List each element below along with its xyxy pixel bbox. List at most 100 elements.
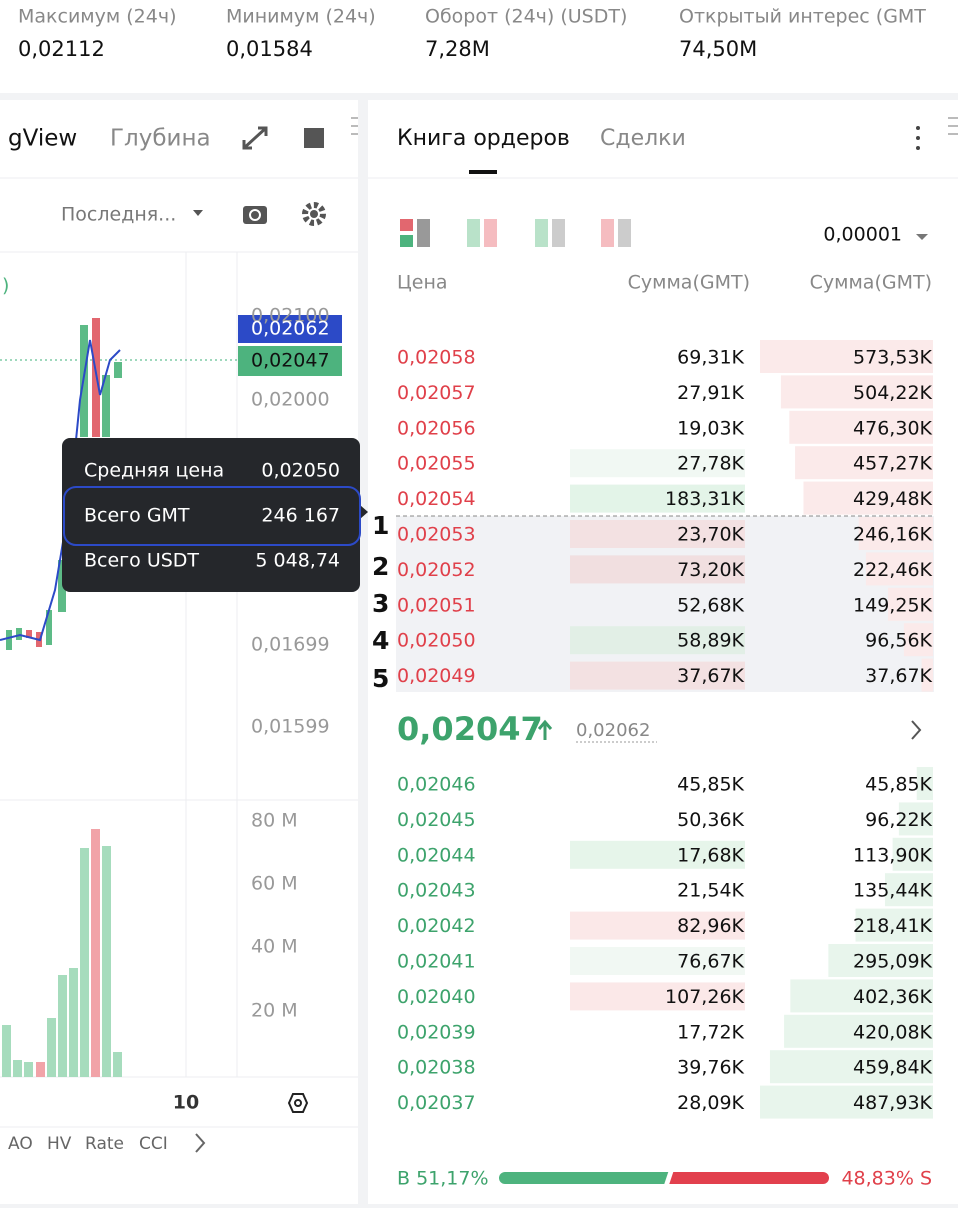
stat-value: 0,02112 xyxy=(18,37,105,61)
volume-axis-label: 60 M xyxy=(251,873,298,895)
volume-axis-label: 40 M xyxy=(251,936,298,958)
depth-bar xyxy=(887,587,933,621)
depth-bar xyxy=(892,837,933,871)
total: 45,85K xyxy=(865,774,932,796)
depth-bar xyxy=(921,658,933,692)
tab: Книга ордеров xyxy=(397,126,570,151)
mark-price: 0,02062 xyxy=(576,720,650,741)
amount: 39,76K xyxy=(677,1057,744,1079)
total: 295,09K xyxy=(853,951,932,973)
amount: 23,70K xyxy=(677,524,744,546)
indicator[interactable]: AO xyxy=(8,1134,33,1154)
depth-bar xyxy=(760,1085,933,1119)
price: 0,02052 xyxy=(397,559,476,581)
annotation: 1 xyxy=(372,511,389,540)
amount: 28,09K xyxy=(677,1092,744,1114)
flash-bar xyxy=(570,661,745,690)
column-header: Цена xyxy=(397,272,448,294)
flash-bar xyxy=(570,840,745,869)
price: 0,02046 xyxy=(397,774,476,796)
tooltip-label: Всего USDT xyxy=(84,550,199,572)
amount: 17,68K xyxy=(677,844,744,866)
depth-bar xyxy=(784,1014,933,1048)
price-tag-high-bg xyxy=(238,315,342,343)
tab: gView xyxy=(8,126,77,152)
price: 0,02045 xyxy=(397,809,476,831)
amount: 21,54K xyxy=(677,880,744,902)
volume-axis-label: 80 M xyxy=(251,810,298,832)
amount: 58,89K xyxy=(677,630,744,652)
price: 0,02057 xyxy=(397,382,476,404)
total: 218,41K xyxy=(853,915,932,937)
total: 402,36K xyxy=(853,986,932,1008)
stat-value: 74,50M xyxy=(679,37,757,61)
amount: 50,36K xyxy=(677,809,744,831)
price: 0,02049 xyxy=(397,665,476,687)
depth-bar xyxy=(903,623,933,657)
indicator[interactable]: CCI xyxy=(139,1134,168,1154)
price: 0,02051 xyxy=(397,594,476,616)
total: 429,48K xyxy=(853,488,932,510)
price: 0,02042 xyxy=(397,915,476,937)
total: 113,90K xyxy=(853,844,932,866)
price: 0,02038 xyxy=(397,1057,476,1079)
annotation: 2 xyxy=(372,552,389,581)
stat-label: Минимум (24ч) xyxy=(226,6,376,28)
depth-bar xyxy=(790,979,933,1013)
price-axis-label: 0,02000 xyxy=(251,389,330,411)
tooltip-label: Всего GMT xyxy=(84,505,190,527)
tooltip-label: Средняя цена xyxy=(84,460,224,482)
depth-bar xyxy=(828,944,933,977)
stats-bar xyxy=(0,0,958,93)
annotation: 4 xyxy=(372,626,389,655)
price-tag-last: 0,02047 xyxy=(251,350,330,372)
price: 0,02055 xyxy=(397,453,476,475)
tab-underline xyxy=(469,170,497,174)
total: 96,56K xyxy=(865,630,932,652)
view-icons xyxy=(400,219,631,247)
depth-bar xyxy=(855,908,933,942)
stat-value: 7,28M xyxy=(425,37,490,61)
amount: 19,03K xyxy=(677,417,744,439)
tab[interactable]: Сделки xyxy=(600,126,686,151)
tooltip-value: 246 167 xyxy=(261,505,340,527)
depth-bar xyxy=(898,802,933,836)
tab[interactable]: Глубина xyxy=(110,126,211,152)
flash-bar xyxy=(570,626,745,655)
depth-bar xyxy=(760,340,933,373)
amount: 73,20K xyxy=(677,559,744,581)
total: 476,30K xyxy=(853,417,932,439)
icons xyxy=(193,117,958,1153)
price: 0,02056 xyxy=(397,417,476,439)
stat-label: Открытый интерес (GMT xyxy=(679,6,926,28)
depth-bar xyxy=(769,1050,933,1084)
amount: 82,96K xyxy=(677,915,744,937)
flash-bar xyxy=(570,911,745,940)
total: 246,16K xyxy=(853,524,932,546)
total: 459,84K xyxy=(853,1057,932,1079)
price-type-select: Последня... xyxy=(61,204,176,226)
price: 0,02040 xyxy=(397,986,476,1008)
amount: 52,68K xyxy=(677,594,744,616)
price: 0,02054 xyxy=(397,488,476,510)
annotation: 3 xyxy=(372,589,389,618)
sell-ratio-bar xyxy=(669,1172,829,1184)
tooltip-value: 0,02050 xyxy=(261,460,340,482)
total: 504,22K xyxy=(853,382,932,404)
precision-select[interactable]: 0,00001 xyxy=(823,224,902,246)
depth-bar xyxy=(795,446,933,480)
time-label: 10 xyxy=(173,1092,199,1114)
depth-bar xyxy=(803,481,933,515)
total: 37,67K xyxy=(865,665,932,687)
stat-value: 0,01584 xyxy=(226,37,313,61)
indicator[interactable]: Rate xyxy=(85,1134,124,1154)
column-header: Сумма(GMT) xyxy=(810,272,932,294)
flash-bar xyxy=(570,520,745,548)
price: 0,02043 xyxy=(397,880,476,902)
flash-bar xyxy=(570,947,745,975)
column-header: Сумма(GMT) xyxy=(628,272,750,294)
indicator[interactable]: HV xyxy=(47,1134,72,1154)
tooltip xyxy=(62,438,368,592)
